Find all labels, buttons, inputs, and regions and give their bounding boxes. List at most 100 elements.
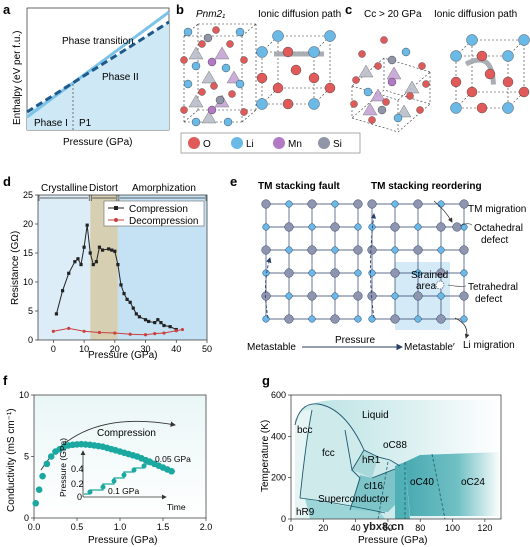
fcc-label: fcc	[322, 448, 335, 459]
octahedral-label: Octahedral	[474, 223, 523, 234]
tm-atom	[307, 291, 317, 301]
tm-atom	[284, 268, 294, 278]
cell-edge	[183, 109, 199, 123]
tetrahedral-label: Tetrahedral	[468, 282, 518, 293]
diffusion-cube-b	[256, 30, 336, 110]
legend-frame	[180, 132, 361, 154]
atom-li	[466, 34, 478, 46]
tm-migration-label: TM migration	[468, 204, 526, 215]
atom-li	[450, 50, 462, 62]
compression-point	[97, 245, 102, 249]
hr1-ci16-boundary	[371, 468, 396, 479]
atom-o	[466, 86, 478, 98]
tm-atom	[413, 199, 423, 209]
panel-d-xlabel: Pressure (GPa)	[88, 350, 157, 361]
compression-point	[94, 260, 98, 264]
conductivity-point	[39, 472, 46, 480]
li-atom	[368, 269, 376, 277]
compression-point	[134, 312, 138, 316]
compression-point	[107, 247, 111, 251]
atom-o	[484, 68, 496, 80]
legend-o-label: O	[203, 139, 211, 150]
x-tick-label: 0.0	[28, 522, 41, 532]
li-atom	[368, 315, 376, 323]
li-atom	[414, 269, 422, 277]
li-atom	[262, 315, 270, 323]
atom-mn	[207, 105, 217, 115]
panel-d-axes: 0 10 20 30 40 50 0 5 10 15 20 25	[23, 190, 212, 354]
bcc-fcc-boundary	[299, 409, 313, 499]
atom-o	[198, 88, 206, 96]
coordination-tetrahedron	[358, 64, 374, 78]
panel-e-title-left: TM stacking fault	[258, 181, 340, 192]
structure-label-b: Pnm2₁	[196, 9, 225, 20]
li-atom	[285, 246, 293, 254]
conductivity-point	[168, 467, 175, 475]
tetrahedral-vacancy	[435, 280, 445, 290]
compression-point	[67, 271, 71, 275]
atom-li	[401, 47, 411, 57]
panel-f-series	[32, 440, 175, 507]
li-atom	[331, 292, 339, 300]
panel-b-label: b	[176, 2, 184, 17]
tm-migration-arrow	[433, 200, 453, 223]
legend-o-swatch	[188, 137, 200, 149]
tm-atom	[367, 199, 377, 209]
x-tick-label: 0	[288, 523, 293, 533]
tm-atom	[284, 314, 294, 324]
legend-si-label: Si	[333, 139, 342, 150]
atom-o	[358, 50, 366, 58]
y-tick-label: 25	[23, 190, 33, 200]
coordination-tetrahedron	[370, 88, 386, 102]
decompression-point	[97, 330, 102, 335]
li-migration-arrow	[454, 317, 470, 339]
inset-point	[141, 463, 147, 469]
step-0-05-label: 0.05 GPa	[155, 454, 191, 464]
panel-f-inset: 0.4 0.2 0 0.1 GPa 0.05 GPa Pressure (GPa…	[58, 438, 191, 512]
li-atom	[460, 269, 468, 277]
decompression-point	[174, 329, 178, 333]
tm-atom	[390, 268, 400, 278]
panel-e-title-right: TM stacking reordering	[371, 181, 482, 192]
tm-atom	[436, 268, 446, 278]
atom-o	[240, 56, 248, 64]
atom-o	[212, 26, 220, 34]
cell-edge	[397, 103, 431, 133]
li-atom	[437, 292, 445, 300]
phase-ii-region	[27, 22, 169, 130]
panel-f: f 0.0 0.5 1.0 1.5 2.0 0 5 10 Compression 0.4 0.…	[3, 373, 212, 546]
legend-mn-label: Mn	[288, 139, 302, 150]
y-tick-label: 10	[19, 390, 29, 400]
panel-f-xlabel: Pressure (GPa)	[88, 535, 157, 546]
inset-ylabel: Pressure (GPa)	[58, 438, 68, 497]
diffusion-path	[464, 57, 496, 85]
li-atom	[354, 269, 362, 277]
li-atom	[308, 223, 316, 231]
hr1-region	[352, 450, 378, 478]
compression-point	[128, 300, 132, 304]
x-tick-label: 60	[383, 523, 393, 533]
element-legend: O Li Mn Si	[180, 132, 361, 154]
panel-g-axes: 0 20 40 60 80 100 120 0 200 400 600	[271, 390, 492, 533]
panel-d-legend	[103, 200, 205, 227]
coordination-tetrahedron	[404, 80, 420, 94]
compression-point	[116, 263, 120, 267]
atom-li	[502, 50, 514, 62]
li-atom	[414, 223, 422, 231]
panel-g-ylabel: Temperature (K)	[260, 420, 271, 492]
conductivity-point	[47, 453, 55, 460]
panel-c: c Cc > 20 GPa Ionic diffusion path	[345, 2, 530, 133]
panel-g-label: g	[262, 373, 270, 388]
coordination-tetrahedron	[362, 102, 378, 116]
atom-li	[450, 102, 462, 114]
compression-point	[137, 315, 141, 319]
li-atom	[354, 223, 362, 231]
atom-li	[363, 87, 373, 97]
crystal-structure-c	[350, 36, 431, 133]
coordination-tetrahedron	[188, 94, 204, 108]
compression-point	[54, 312, 59, 316]
atom-li	[324, 30, 336, 42]
atom-si	[387, 55, 397, 65]
panel-b: b Pnm2₁ Ionic diffusion path	[176, 2, 341, 127]
li-atom	[437, 246, 445, 254]
